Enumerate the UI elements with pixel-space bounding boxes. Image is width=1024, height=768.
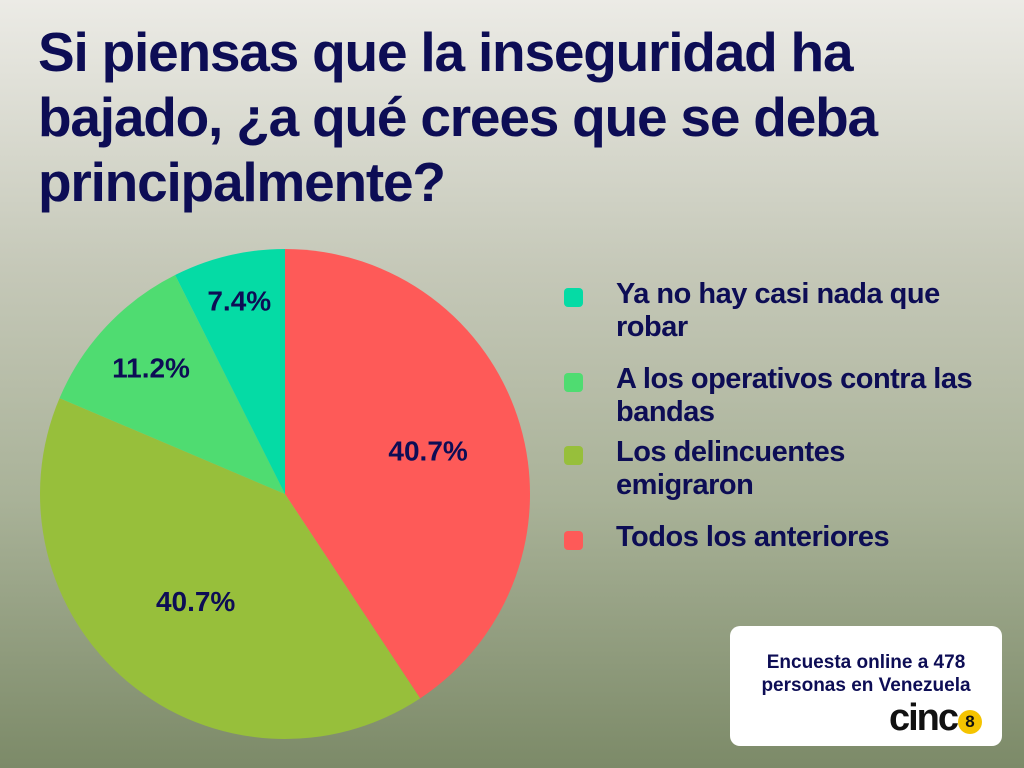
pie-slice-ya-no-hay-nada xyxy=(175,249,285,494)
source-line-2: personas en Venezuela xyxy=(761,675,971,696)
pie-data-label-todos-los-anteriores: 40.7% xyxy=(388,435,467,466)
chart-legend: Ya no hay casi nada que robar A los opera… xyxy=(560,278,980,554)
source-note: Encuesta online a 478 personas en Venezu… xyxy=(730,651,1002,697)
legend-label: Todos los anteriores xyxy=(616,521,890,553)
chart-title: Si piensas que la inseguridad ha bajado,… xyxy=(38,21,878,213)
legend-label: Ya no hay casi nada que robar xyxy=(616,278,940,343)
legend-item-ya-no-hay-nada: Ya no hay casi nada que robar xyxy=(560,278,980,344)
legend-swatch xyxy=(564,373,583,392)
legend-swatch xyxy=(564,446,583,465)
legend-item-los-delincuentes-emigraron: Los delincuentes emigraron xyxy=(560,436,980,502)
source-box: Encuesta online a 478 personas en Venezu… xyxy=(730,626,1002,746)
pie-data-label-ya-no-hay-nada: 7.4% xyxy=(207,285,271,316)
legend-item-a-los-operativos: A los operativos contra las bandas xyxy=(560,363,980,429)
pie-data-label-los-delincuentes-emigraron: 40.7% xyxy=(156,586,235,617)
pie-slice-a-los-operativos xyxy=(59,275,285,494)
pie-slice-los-delincuentes-emigraron xyxy=(39,398,421,739)
legend-item-todos-los-anteriores: Todos los anteriores xyxy=(560,521,980,554)
pie-slice-todos-los-anteriores xyxy=(285,249,530,699)
legend-label: A los operativos contra las bandas xyxy=(616,363,973,428)
legend-swatch xyxy=(564,531,583,550)
pie-chart: 40.7% 40.7% 11.2% 7.4% xyxy=(39,249,530,739)
source-line-1: Encuesta online a 478 xyxy=(766,652,966,673)
brand-badge: 8 xyxy=(958,709,982,734)
pie-data-label-a-los-operativos: 11.2% xyxy=(112,353,190,384)
brand-wordmark: cinc xyxy=(888,697,959,739)
legend-label: Los delincuentes emigraron xyxy=(616,436,845,501)
legend-swatch xyxy=(564,288,583,307)
brand-logo: cinc 8 xyxy=(889,697,982,740)
